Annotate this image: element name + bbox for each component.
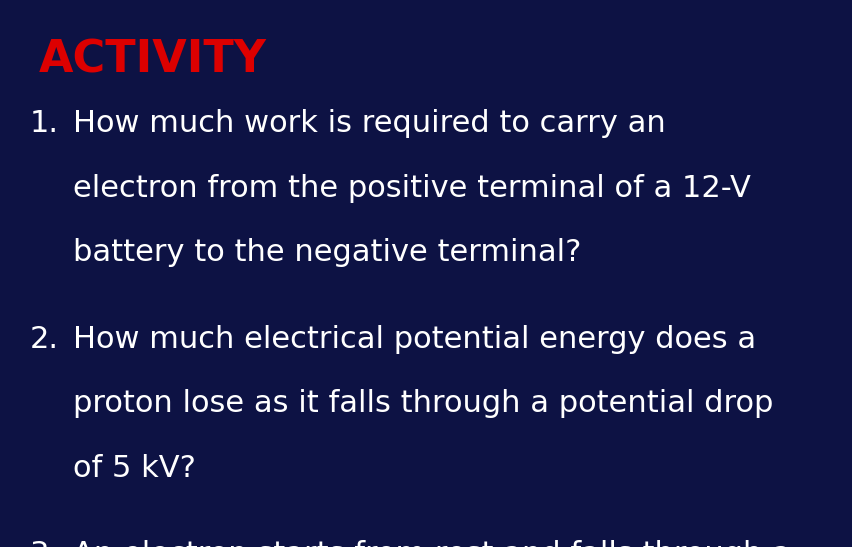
Text: of 5 kV?: of 5 kV? [72, 454, 195, 483]
Text: electron from the positive terminal of a 12-V: electron from the positive terminal of a… [72, 174, 750, 203]
Text: How much electrical potential energy does a: How much electrical potential energy doe… [72, 325, 755, 354]
Text: ACTIVITY: ACTIVITY [38, 38, 266, 82]
Text: An electron starts from rest and falls through a: An electron starts from rest and falls t… [72, 540, 790, 547]
Text: proton lose as it falls through a potential drop: proton lose as it falls through a potent… [72, 389, 772, 418]
Text: How much work is required to carry an: How much work is required to carry an [72, 109, 665, 138]
Text: battery to the negative terminal?: battery to the negative terminal? [72, 238, 580, 267]
Text: 2.: 2. [30, 325, 59, 354]
Text: 1.: 1. [30, 109, 59, 138]
Text: 3.: 3. [30, 540, 59, 547]
